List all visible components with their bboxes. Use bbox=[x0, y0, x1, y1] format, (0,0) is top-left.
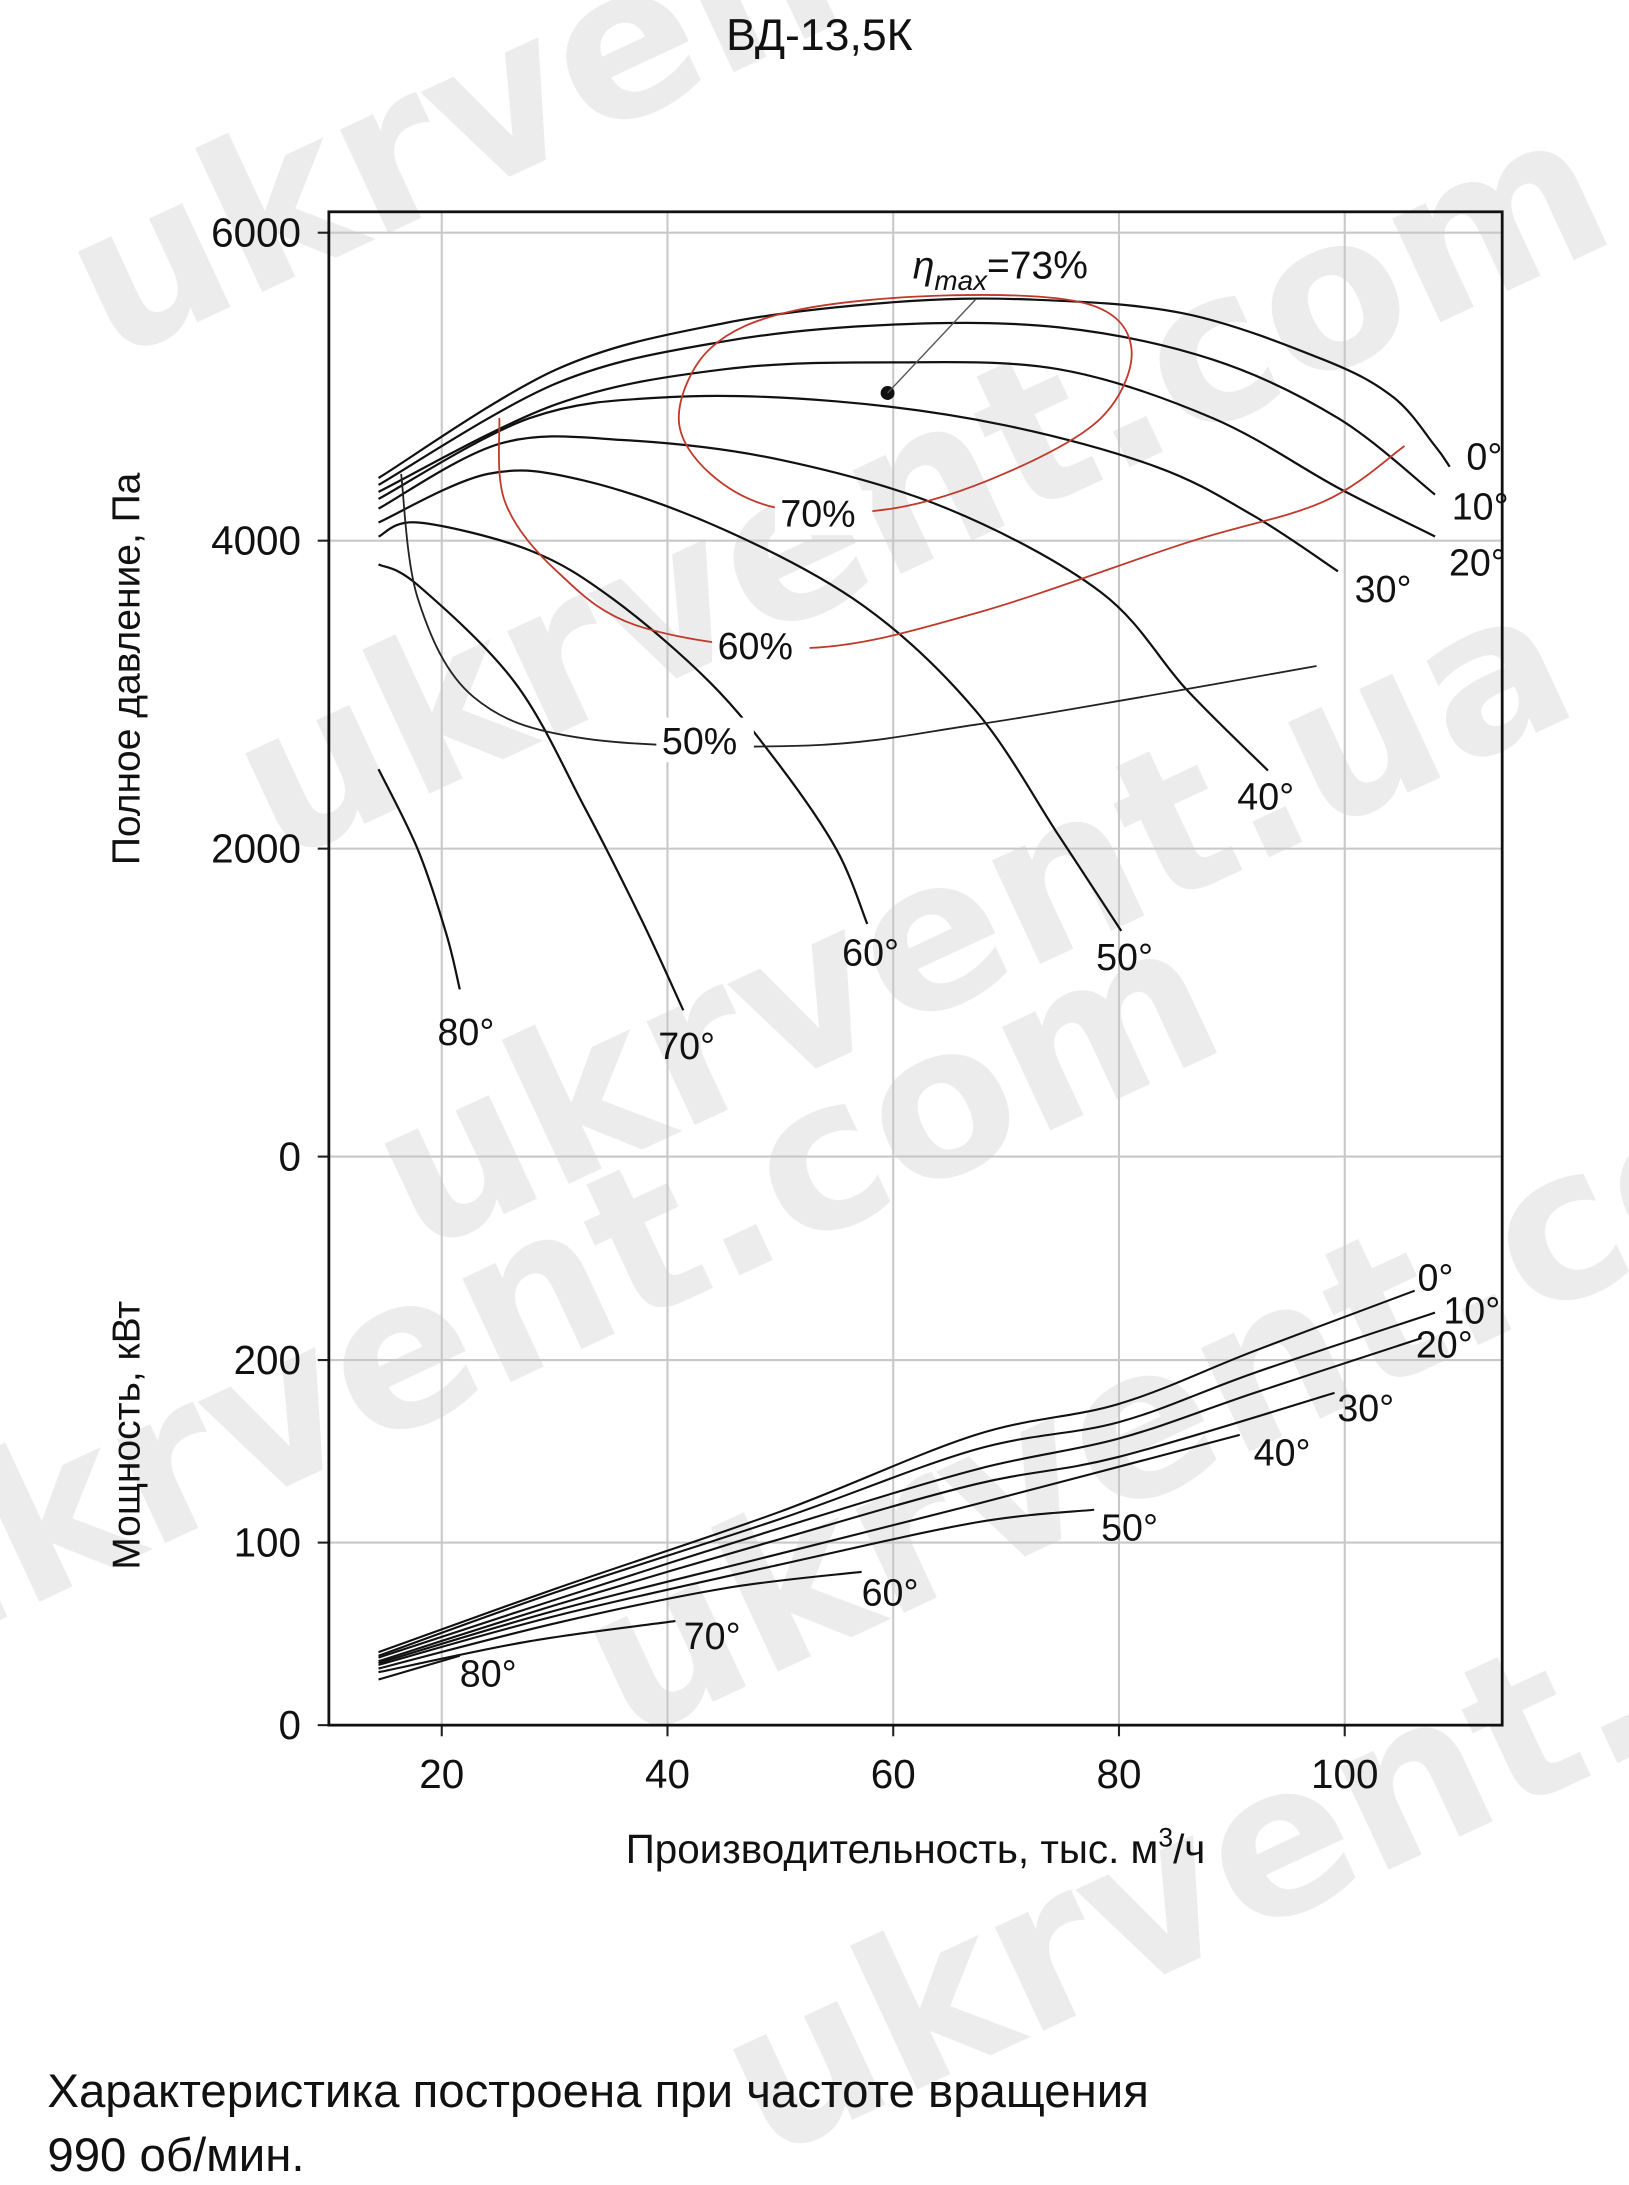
power-curve-label: 80° bbox=[460, 1652, 517, 1694]
efficiency-label: 50% bbox=[662, 720, 737, 762]
y-axis-label-power: Мощность, кВт bbox=[105, 1301, 148, 1570]
power-curve-label: 30° bbox=[1337, 1387, 1394, 1429]
power-curve-label: 20° bbox=[1416, 1324, 1473, 1366]
power-curve-label: 60° bbox=[862, 1571, 919, 1613]
pressure-curve-5 bbox=[378, 469, 1123, 932]
y-axis-label-pressure: Полное давление, Па bbox=[105, 472, 148, 865]
efficiency-label-bg bbox=[712, 622, 810, 668]
pressure-curve-label: 0° bbox=[1466, 436, 1502, 478]
pressure-curve-1 bbox=[377, 321, 1436, 496]
eta-max-label: ηmax=73% bbox=[913, 245, 1088, 296]
y-tick-label-pressure: 2000 bbox=[211, 826, 301, 872]
curve-labels: 0°10°20°30°40°50°60°70°80°70%60%50%ηmax=… bbox=[438, 245, 1509, 1695]
pressure-curve-3 bbox=[378, 394, 1339, 573]
x-tick-label: 60 bbox=[871, 1751, 916, 1797]
efficiency-label: 60% bbox=[718, 625, 793, 667]
y-tick-label-pressure: 6000 bbox=[211, 210, 301, 256]
pressure-curve-0 bbox=[377, 297, 1451, 479]
pressure-curve-2 bbox=[378, 360, 1436, 538]
power-curve-0 bbox=[378, 1289, 1416, 1654]
pressure-curve-label: 70° bbox=[658, 1025, 715, 1067]
x-tick-label: 20 bbox=[419, 1751, 464, 1797]
power-curve-3 bbox=[378, 1391, 1335, 1663]
efficiency-label-bg bbox=[656, 717, 754, 763]
pressure-curve-label: 40° bbox=[1237, 776, 1294, 818]
x-tick-label: 80 bbox=[1097, 1751, 1142, 1797]
pressure-curve-6 bbox=[378, 521, 869, 925]
axes: 20 40 60 80 100 0 2000 4000 6000 0 100 200 bbox=[211, 210, 1504, 1797]
power-curve-5 bbox=[378, 1508, 1095, 1666]
footer-note-line-1: Характеристика построена при частоте вра… bbox=[47, 2065, 1149, 2118]
grid bbox=[328, 211, 1503, 1726]
y-tick-label-pressure: 4000 bbox=[211, 518, 301, 564]
pressure-curve-label: 10° bbox=[1452, 486, 1509, 528]
pressure-curve-8 bbox=[377, 768, 461, 990]
pressure-curve-label: 80° bbox=[438, 1011, 495, 1053]
eta-max-leader bbox=[887, 299, 976, 394]
efficiency-label-bg bbox=[774, 490, 873, 536]
power-curve-4 bbox=[378, 1433, 1241, 1665]
efficiency-contour-1 bbox=[497, 418, 1406, 650]
power-curve-1 bbox=[378, 1311, 1436, 1657]
y-tick-label-power: 100 bbox=[234, 1520, 301, 1566]
plot-frame bbox=[327, 210, 1504, 1727]
power-curve-label: 40° bbox=[1254, 1432, 1311, 1474]
footer-note-line-2: 990 об/мин. bbox=[47, 2129, 304, 2182]
power-curve-8 bbox=[378, 1654, 461, 1681]
power-curve-label: 50° bbox=[1101, 1506, 1158, 1548]
x-axis-label: Производительность, тыс. м3/ч bbox=[626, 1822, 1206, 1872]
power-curve-6 bbox=[378, 1570, 862, 1670]
y-tick-label-pressure: 0 bbox=[279, 1134, 301, 1180]
y-tick-label-power: 200 bbox=[234, 1337, 301, 1383]
pressure-curve-label: 30° bbox=[1355, 568, 1412, 610]
pressure-curve-4 bbox=[378, 435, 1269, 772]
x-tick-label: 40 bbox=[645, 1751, 690, 1797]
x-tick-label: 100 bbox=[1311, 1751, 1378, 1797]
chart-title: ВД-13,5К bbox=[726, 11, 913, 60]
power-curve-label: 10° bbox=[1443, 1290, 1500, 1332]
power-curve-2 bbox=[378, 1337, 1422, 1659]
power-curve-label: 70° bbox=[684, 1615, 741, 1657]
pressure-curve-label: 60° bbox=[842, 932, 899, 974]
curves bbox=[377, 294, 1451, 1681]
power-curve-label: 0° bbox=[1417, 1257, 1453, 1299]
power-curve-7 bbox=[378, 1620, 676, 1674]
efficiency-label: 70% bbox=[780, 493, 855, 535]
y-tick-label-power: 0 bbox=[279, 1702, 301, 1748]
pressure-curve-label: 50° bbox=[1096, 936, 1153, 978]
pressure-curve-label: 20° bbox=[1449, 542, 1506, 584]
pressure-curve-7 bbox=[378, 563, 685, 1011]
